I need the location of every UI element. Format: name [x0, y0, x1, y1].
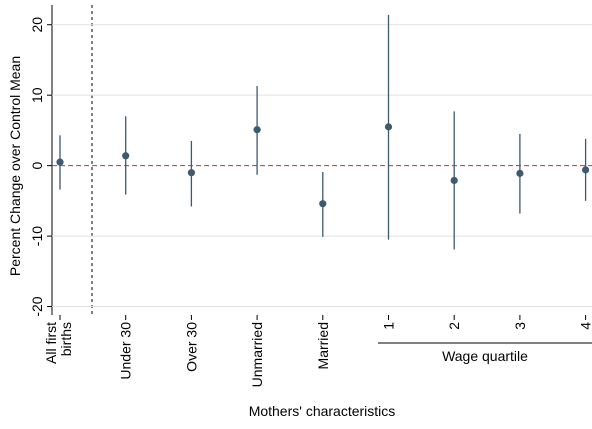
- x-tick-label: Married: [315, 322, 331, 369]
- x-tick-label: Unmarried: [249, 322, 265, 387]
- x-tick-label: 1: [381, 322, 397, 330]
- y-tick-label: 0: [29, 162, 45, 170]
- x-tick-label: Over 30: [183, 322, 199, 372]
- x-tick-label: 4: [578, 322, 592, 330]
- point: [122, 152, 130, 160]
- point: [253, 126, 261, 134]
- y-tick-label: 20: [29, 17, 45, 33]
- point: [319, 200, 327, 208]
- point: [516, 169, 524, 177]
- point: [56, 158, 64, 166]
- x-axis-label: Mothers' characteristics: [249, 403, 396, 419]
- y-tick-label: 10: [29, 87, 45, 103]
- group-label: Wage quartile: [442, 348, 528, 364]
- point: [187, 169, 195, 177]
- y-axis-label: Percent Change over Control Mean: [7, 56, 23, 276]
- x-tick-label: Under 30: [118, 322, 134, 380]
- x-tick-label: All firstbirths: [43, 322, 74, 364]
- point: [384, 123, 393, 131]
- y-tick-label: -10: [29, 226, 45, 246]
- x-tick-label: 3: [512, 322, 528, 330]
- y-tick-label: -20: [29, 296, 45, 316]
- point: [450, 176, 458, 185]
- point: [582, 166, 590, 174]
- x-tick-label: 2: [446, 322, 462, 330]
